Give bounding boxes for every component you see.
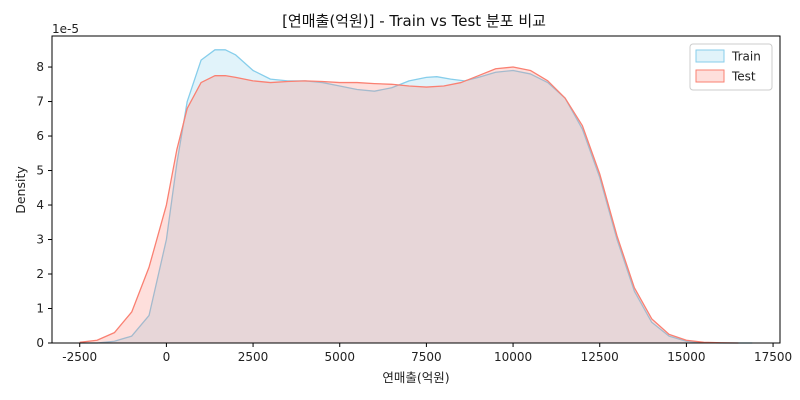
y-tick-label: 8 [36, 60, 44, 74]
x-axis-label: 연매출(억원) [382, 370, 449, 385]
legend-item-train: Train [695, 49, 761, 64]
y-tick-label: 4 [36, 198, 44, 212]
legend-label: Test [731, 70, 756, 84]
y-tick-label: 0 [36, 336, 44, 350]
x-tick-label: 12500 [581, 350, 619, 364]
series-train [79, 49, 753, 344]
x-tick-label: -2500 [62, 350, 97, 364]
plot-frame [51, 35, 781, 344]
y-tick-label: 1 [36, 302, 44, 316]
series-test-area [79, 67, 739, 343]
x-axis: -2500 0 2500 5000 7500 10000 12500 15000 17500 [62, 343, 792, 364]
chart-title: [연매출(억원)] - Train vs Test 분포 비교 [282, 12, 546, 30]
y-tick-label: 2 [36, 267, 44, 281]
series-layer [79, 49, 753, 344]
legend: Train Test [689, 43, 773, 91]
x-tick-label: 10000 [494, 350, 532, 364]
x-tick-label: 0 [163, 350, 171, 364]
legend-swatch [695, 69, 725, 83]
series-train-area [79, 49, 753, 344]
legend-label: Train [731, 50, 761, 64]
y-tick-label: 3 [36, 233, 44, 247]
y-tick-label: 6 [36, 129, 44, 143]
legend-swatch [695, 49, 725, 63]
y-axis-multiplier: 1e-5 [52, 22, 79, 36]
series-test [79, 66, 739, 344]
y-axis-label: Density [13, 166, 28, 214]
y-tick-label: 7 [36, 95, 44, 109]
x-tick-label: 15000 [667, 350, 705, 364]
legend-frame [689, 43, 773, 91]
x-tick-label: 7500 [411, 350, 442, 364]
y-tick-label: 5 [36, 164, 44, 178]
y-axis: 0 1 2 3 4 5 6 7 8 [36, 60, 52, 350]
legend-item-test: Test [695, 69, 756, 84]
series-train-line [79, 49, 753, 344]
x-tick-label: 5000 [324, 350, 355, 364]
series-test-line [79, 66, 739, 344]
x-tick-label: 17500 [754, 350, 792, 364]
x-tick-label: 2500 [238, 350, 269, 364]
